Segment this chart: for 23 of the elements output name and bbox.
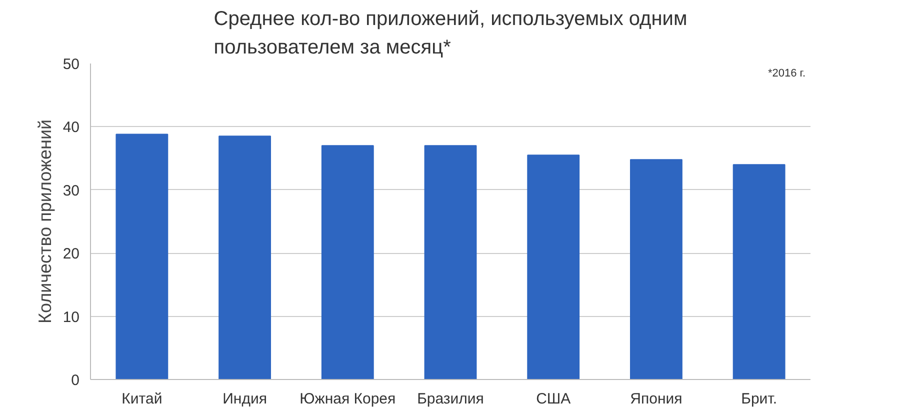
bar xyxy=(321,145,374,380)
annotation: *2016 г. xyxy=(768,68,806,80)
chart-title: Среднее кол-во приложений, используемых одним пользователем за месяц* xyxy=(214,8,688,58)
bar xyxy=(732,164,786,380)
bar xyxy=(527,154,580,380)
bar xyxy=(218,136,271,380)
x-tick-label: Брит. xyxy=(741,390,778,408)
y-tick-label: 10 xyxy=(62,308,80,326)
x-tick-label: Индия xyxy=(222,390,267,408)
y-tick-label: 30 xyxy=(62,182,80,200)
bar xyxy=(424,145,477,380)
x-tick-label: Южная Корея xyxy=(300,390,396,408)
y-tick-label: 50 xyxy=(62,56,80,73)
y-tick-label: 0 xyxy=(71,372,80,389)
x-tick-label: Бразилия xyxy=(417,390,484,408)
y-tick-label: 20 xyxy=(62,246,80,263)
bar xyxy=(116,134,168,380)
y-axis-title: Количество приложений xyxy=(34,119,55,324)
x-tick-label: США xyxy=(536,390,571,408)
x-tick-label: Китай xyxy=(122,390,162,408)
y-tick-label: 40 xyxy=(62,119,80,136)
x-tick-label: Япония xyxy=(630,390,682,408)
bar xyxy=(630,159,682,380)
